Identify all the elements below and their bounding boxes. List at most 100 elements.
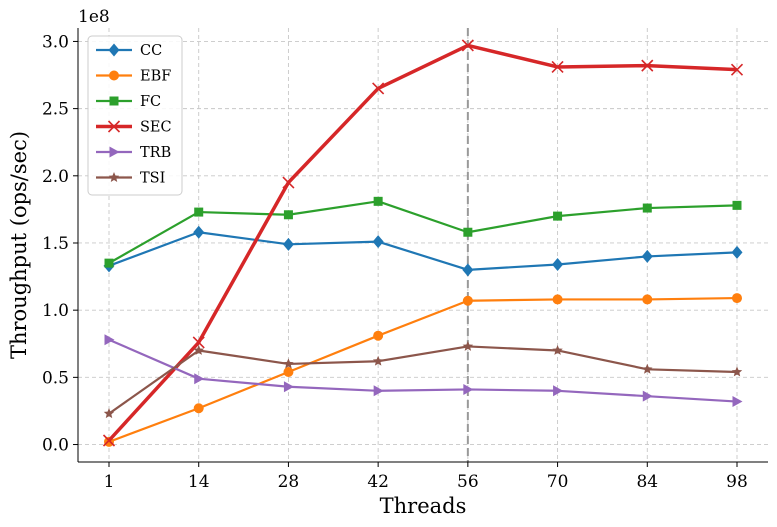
legend-marker-ebf xyxy=(109,70,119,81)
data-point-fc xyxy=(642,203,652,213)
legend-label-sec: SEC xyxy=(140,120,172,136)
data-point-ebf xyxy=(732,293,742,304)
legend-entry-fc: FC xyxy=(96,94,161,110)
data-point-fc xyxy=(553,211,563,221)
series-cc xyxy=(103,225,743,277)
x-marker-stroke xyxy=(282,176,295,189)
x-marker-stroke xyxy=(641,59,654,72)
y-tick-label: 0.0 xyxy=(42,436,69,456)
grid xyxy=(78,28,768,462)
legend: CC EBF FC SEC TRB TSI xyxy=(87,35,183,196)
data-point-fc xyxy=(194,207,204,217)
data-point-ebf xyxy=(373,330,384,341)
legend-box xyxy=(87,35,183,196)
series-line-tsi xyxy=(108,345,738,415)
x-tick-label: 28 xyxy=(278,472,300,492)
axes: 1 14 28 42 56 70 84 98 0.0 0.5 1.0 1.5 2.0 2.5 3.0 xyxy=(42,28,768,492)
series-line-sec xyxy=(107,43,738,442)
legend-label-trb: TRB xyxy=(140,145,171,161)
legend-entry-sec: SEC xyxy=(96,120,172,136)
data-point-sec xyxy=(461,39,474,52)
x-marker-stroke xyxy=(461,39,474,52)
data-point-sec xyxy=(551,60,564,74)
x-axis-title: Threads xyxy=(380,494,467,518)
series-line-ebf xyxy=(108,296,738,443)
data-point-trb xyxy=(104,334,115,346)
data-point-ebf xyxy=(552,294,563,305)
legend-entry-tsi: TSI xyxy=(96,171,165,187)
data-point-sec xyxy=(372,82,385,95)
data-point-cc xyxy=(641,249,653,263)
data-point-trb xyxy=(732,396,743,408)
data-point-tsi xyxy=(193,344,204,355)
x-tick-label: 70 xyxy=(547,472,569,492)
data-point-tsi xyxy=(552,344,563,355)
y-tick-label: 3.0 xyxy=(42,32,69,52)
data-point-trb xyxy=(194,373,205,385)
data-point-ebf xyxy=(462,295,473,306)
legend-marker-cc xyxy=(108,43,120,57)
x-marker-stroke xyxy=(551,60,564,74)
series-tsi xyxy=(103,340,743,419)
data-point-fc xyxy=(373,196,383,206)
series-layer xyxy=(102,39,744,447)
legend-marker-sec xyxy=(107,120,121,133)
x-marker-stroke xyxy=(102,434,116,447)
series-line-trb xyxy=(108,338,738,403)
data-point-tsi xyxy=(283,358,294,369)
legend-entry-ebf: EBF xyxy=(96,69,171,85)
legend-label-fc: FC xyxy=(140,94,161,110)
data-point-sec xyxy=(192,336,205,349)
data-point-trb xyxy=(373,385,384,397)
data-point-tsi xyxy=(731,366,743,377)
x-marker-stroke xyxy=(730,63,744,76)
y-tick-label: 2.0 xyxy=(42,167,69,187)
x-tick-label: 84 xyxy=(636,472,658,492)
data-point-cc xyxy=(372,235,384,249)
series-trb xyxy=(104,334,743,408)
series-fc xyxy=(104,196,742,268)
data-point-ebf xyxy=(642,294,653,305)
data-point-trb xyxy=(283,381,294,393)
legend-marker-trb xyxy=(109,146,120,158)
x-marker-stroke xyxy=(372,82,385,95)
legend-label-ebf: EBF xyxy=(140,69,171,85)
data-point-trb xyxy=(642,390,653,402)
data-point-tsi xyxy=(372,355,384,366)
x-tick-label: 56 xyxy=(457,472,479,492)
y-tick-label: 2.5 xyxy=(42,100,69,120)
legend-label-tsi: TSI xyxy=(140,171,165,187)
series-line-cc xyxy=(108,231,738,271)
series-sec xyxy=(102,39,744,447)
x-tick-label: 1 xyxy=(104,472,115,492)
data-point-fc xyxy=(732,200,742,210)
data-point-cc xyxy=(193,225,205,239)
data-point-cc xyxy=(282,237,294,251)
y-offset-label: 1e8 xyxy=(78,7,110,27)
data-point-tsi xyxy=(103,408,115,419)
data-point-ebf xyxy=(283,366,294,377)
data-point-sec xyxy=(282,176,295,189)
data-point-cc xyxy=(731,245,743,259)
x-marker-stroke xyxy=(107,120,121,133)
y-tick-label: 0.5 xyxy=(42,368,69,388)
data-point-ebf xyxy=(193,403,204,414)
legend-entry-trb: TRB xyxy=(96,145,171,161)
data-point-cc xyxy=(462,263,474,277)
data-point-sec xyxy=(730,63,744,76)
y-tick-label: 1.5 xyxy=(42,234,69,254)
data-point-fc xyxy=(463,227,473,237)
data-point-trb xyxy=(463,383,474,395)
data-point-trb xyxy=(553,385,564,397)
data-point-cc xyxy=(552,257,564,271)
data-point-sec xyxy=(641,59,654,72)
x-tick-label: 14 xyxy=(188,472,210,492)
legend-marker-tsi xyxy=(108,172,120,182)
data-point-sec xyxy=(102,434,116,447)
legend-marker-fc xyxy=(109,96,119,106)
data-point-tsi xyxy=(462,340,474,351)
x-marker-stroke xyxy=(192,336,205,349)
y-tick-label: 1.0 xyxy=(42,301,69,321)
data-point-tsi xyxy=(642,363,653,374)
